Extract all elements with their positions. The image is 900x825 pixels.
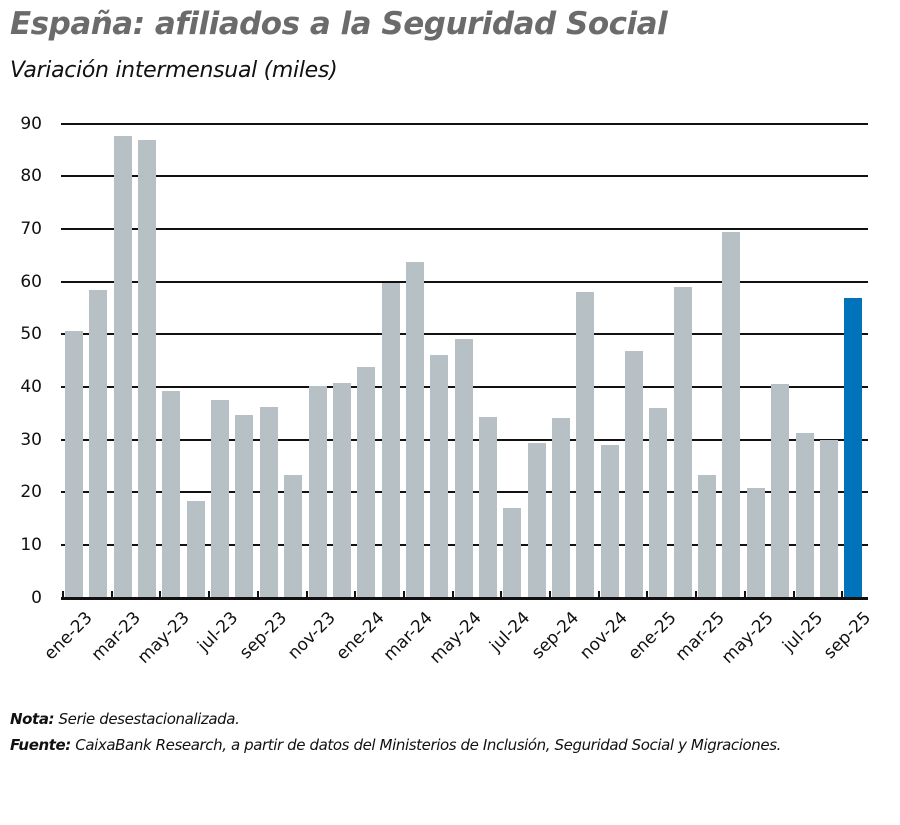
bar: [89, 290, 108, 598]
x-tick: [305, 591, 308, 598]
bar: [186, 501, 205, 598]
y-tick-label: 80: [20, 166, 42, 187]
y-tick-label: 70: [20, 219, 42, 240]
y-tick-label: 0: [31, 587, 42, 608]
x-tick-label: may-25: [718, 608, 778, 668]
bar: [259, 406, 278, 598]
bar-chart: 0 10 20 30 40 50 60 70 80 90 ene-23 mar-23 may-23 jul…: [20, 113, 876, 668]
x-tick: [62, 591, 64, 598]
source-label: Fuente:: [10, 736, 71, 754]
bar: [649, 408, 668, 598]
bar: [795, 433, 814, 598]
chart-title: España: afiliados a la Seguridad Social: [10, 6, 668, 42]
x-tick: [646, 591, 649, 598]
x-tick-label: sep-25: [820, 608, 876, 664]
x-tick: [159, 591, 162, 598]
y-tick-label: 60: [20, 271, 42, 292]
bar: [235, 414, 254, 598]
note-label: Nota:: [10, 710, 55, 728]
x-tick: [549, 591, 551, 598]
bar: [844, 298, 863, 598]
bar: [162, 391, 181, 598]
bar: [381, 282, 400, 598]
gridline: [61, 175, 868, 178]
bar: [552, 418, 570, 598]
x-tick: [451, 591, 454, 598]
x-tick-label: nov-23: [284, 608, 340, 664]
y-tick-label: 20: [20, 482, 42, 503]
gridline: [61, 333, 868, 336]
bar: [454, 339, 473, 598]
bar: [357, 366, 376, 598]
x-tick-label: ene-23: [39, 608, 97, 665]
source-text: CaixaBank Research, a partir de datos de…: [70, 736, 782, 754]
x-tick-label: sep-24: [528, 608, 584, 664]
bar: [600, 444, 619, 598]
bar: [771, 384, 790, 598]
y-tick-label: 40: [20, 376, 42, 397]
x-tick: [792, 591, 795, 598]
x-tick: [402, 591, 405, 598]
x-tick: [208, 591, 211, 598]
bar: [673, 286, 692, 598]
bar: [527, 443, 546, 598]
chart-notes: Nota: Serie desestacionalizada. Fuente: …: [10, 706, 870, 758]
y-tick-label: 50: [20, 324, 42, 345]
x-tick: [256, 591, 259, 598]
x-tick: [695, 591, 698, 598]
x-tick-label: sep-23: [235, 608, 291, 664]
gridline: [61, 228, 868, 231]
chart-subtitle: Variación intermensual (miles): [10, 58, 338, 83]
bar: [819, 440, 838, 598]
x-tick: [597, 591, 600, 598]
bar: [625, 351, 644, 598]
bar: [478, 416, 497, 598]
x-tick: [743, 591, 746, 598]
y-tick-label: 10: [20, 534, 42, 555]
bar: [211, 400, 230, 598]
bar: [698, 474, 717, 598]
note-text: Serie desestacionalizada.: [54, 710, 240, 728]
bar: [430, 354, 449, 598]
x-tick-label: may-23: [133, 608, 194, 668]
x-tick: [500, 591, 503, 598]
bar: [65, 331, 83, 598]
x-tick-label: ene-25: [624, 608, 681, 665]
gridline: [61, 280, 868, 283]
x-tick: [841, 591, 844, 598]
x-axis: [61, 597, 868, 600]
bar: [722, 232, 741, 598]
x-tick-label: nov-24: [576, 608, 632, 664]
bar: [405, 262, 424, 598]
y-tick-label: 30: [20, 429, 42, 450]
bar: [138, 140, 157, 598]
bar: [746, 488, 765, 598]
x-tick: [354, 591, 357, 598]
x-tick: [110, 591, 113, 598]
bar: [308, 386, 327, 598]
bar: [503, 508, 522, 598]
bar: [576, 291, 595, 598]
note-line: Nota: Serie desestacionalizada.: [10, 706, 870, 732]
bar: [284, 474, 303, 598]
source-line: Fuente: CaixaBank Research, a partir de …: [10, 732, 870, 758]
x-tick-label: ene-24: [332, 608, 389, 665]
bar: [113, 135, 132, 598]
bar: [332, 383, 351, 598]
y-tick-label: 90: [20, 113, 42, 134]
gridline: [61, 122, 868, 125]
x-tick-label: may-24: [425, 608, 486, 668]
